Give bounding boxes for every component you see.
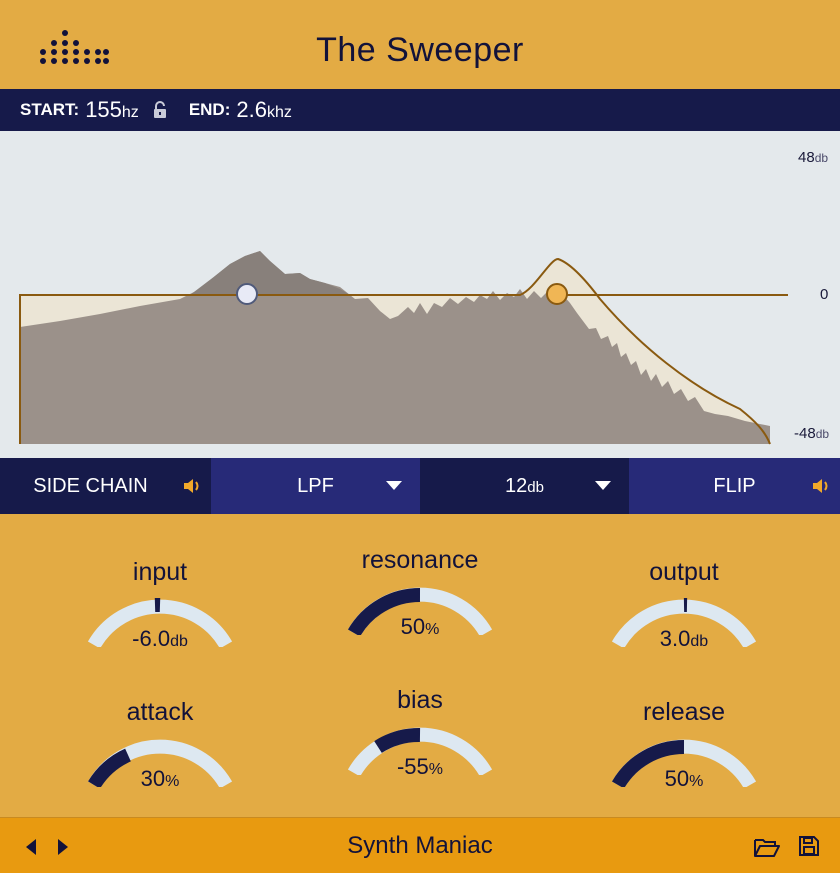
start-label: START: — [20, 100, 80, 119]
spectrum-peak-overlay — [190, 251, 350, 295]
spectrum-svg — [19, 251, 788, 445]
chevron-down-icon — [386, 481, 402, 490]
input-knob[interactable]: input -6.0db — [80, 558, 240, 651]
speaker-icon[interactable] — [812, 477, 830, 495]
attack-knob[interactable]: attack 30% — [80, 698, 240, 791]
attack-number: 30 — [140, 766, 166, 791]
release-arc — [611, 739, 757, 787]
slope-select[interactable]: 12db — [420, 458, 629, 514]
end-frequency-unit: khz — [266, 104, 292, 121]
db-top-unit: db — [814, 151, 829, 165]
resonance-arc — [347, 587, 493, 635]
speaker-icon[interactable] — [183, 477, 201, 495]
start-frequency-number: 155 — [85, 97, 122, 122]
open-folder-icon[interactable] — [754, 836, 780, 858]
db-bottom-value: -48 — [794, 425, 816, 442]
start-frequency-unit: hz — [121, 104, 139, 121]
input-arc — [87, 597, 233, 647]
resonance-value: 50% — [340, 614, 500, 640]
db-bottom-label: -48db — [794, 425, 829, 442]
input-value: -6.0db — [80, 626, 240, 652]
db-bottom-unit: db — [815, 427, 830, 441]
previous-preset-icon[interactable] — [24, 838, 38, 856]
attack-value: 30% — [80, 766, 240, 792]
control-strip: SIDE CHAIN LPF 12db FLIP — [0, 458, 840, 514]
bias-label: bias — [397, 686, 443, 714]
resonance-label: resonance — [361, 546, 479, 574]
header: The Sweeper — [0, 0, 840, 89]
flip-toggle[interactable]: FLIP — [629, 458, 840, 514]
release-label: release — [643, 698, 725, 726]
output-knob[interactable]: output 3.0db — [604, 558, 764, 651]
dot-matrix-logo-icon[interactable] — [40, 30, 110, 66]
slope-unit: db — [527, 478, 544, 496]
chevron-down-icon — [595, 481, 611, 490]
plugin-title: The Sweeper — [316, 30, 524, 69]
start-frequency-handle[interactable] — [236, 283, 258, 305]
release-value: 50% — [604, 766, 764, 792]
db-top-label: 48db — [798, 149, 828, 166]
lock-open-icon[interactable] — [153, 101, 167, 119]
output-number: 3.0 — [659, 626, 691, 651]
bias-unit: % — [428, 761, 444, 778]
sidechain-toggle[interactable]: SIDE CHAIN — [0, 458, 211, 514]
resonance-unit: % — [425, 621, 440, 638]
attack-arc — [87, 739, 233, 787]
output-arc — [611, 597, 757, 647]
preset-footer: Synth Maniac — [0, 817, 840, 873]
slope-value: 12db — [505, 475, 544, 498]
filter-curve — [19, 257, 771, 445]
start-frequency-value[interactable]: 155hz — [85, 97, 139, 123]
db-top-value: 48 — [798, 149, 815, 166]
frequency-range-bar: START: 155hz END: 2.6khz — [0, 89, 840, 131]
release-knob[interactable]: release 50% — [604, 698, 764, 791]
end-frequency-number: 2.6 — [236, 97, 267, 122]
save-icon[interactable] — [798, 835, 820, 857]
end-frequency-handle[interactable] — [546, 283, 568, 305]
release-unit: % — [689, 773, 704, 790]
resonance-number: 50 — [400, 614, 426, 639]
preset-name[interactable]: Synth Maniac — [347, 831, 493, 859]
bias-number: -55 — [396, 754, 429, 779]
spectrum-graph[interactable]: 48db 0 -48db — [0, 131, 840, 458]
bias-knob[interactable]: bias -55% — [340, 686, 500, 779]
resonance-knob[interactable]: resonance 50% — [340, 546, 500, 639]
slope-number: 12 — [505, 474, 528, 497]
next-preset-icon[interactable] — [56, 838, 70, 856]
end-label: END: — [188, 100, 231, 119]
input-label: input — [132, 558, 188, 586]
filter-type-value: LPF — [297, 474, 334, 497]
bias-value: -55% — [340, 754, 500, 780]
output-label: output — [649, 558, 719, 586]
release-number: 50 — [664, 766, 690, 791]
input-unit: db — [170, 633, 188, 650]
output-value: 3.0db — [604, 626, 764, 652]
bias-arc — [347, 727, 493, 775]
knob-panel: input -6.0db resonance 50% output 3.0db … — [0, 514, 840, 817]
db-zero-label: 0 — [820, 286, 829, 303]
end-frequency-value[interactable]: 2.6khz — [236, 97, 292, 123]
spectrum-area — [20, 251, 770, 444]
output-unit: db — [690, 633, 709, 650]
attack-unit: % — [165, 773, 180, 790]
attack-label: attack — [126, 698, 194, 726]
sidechain-label: SIDE CHAIN — [33, 474, 148, 497]
input-number: -6.0 — [132, 626, 171, 651]
filter-type-select[interactable]: LPF — [211, 458, 420, 514]
flip-label: FLIP — [713, 474, 756, 497]
